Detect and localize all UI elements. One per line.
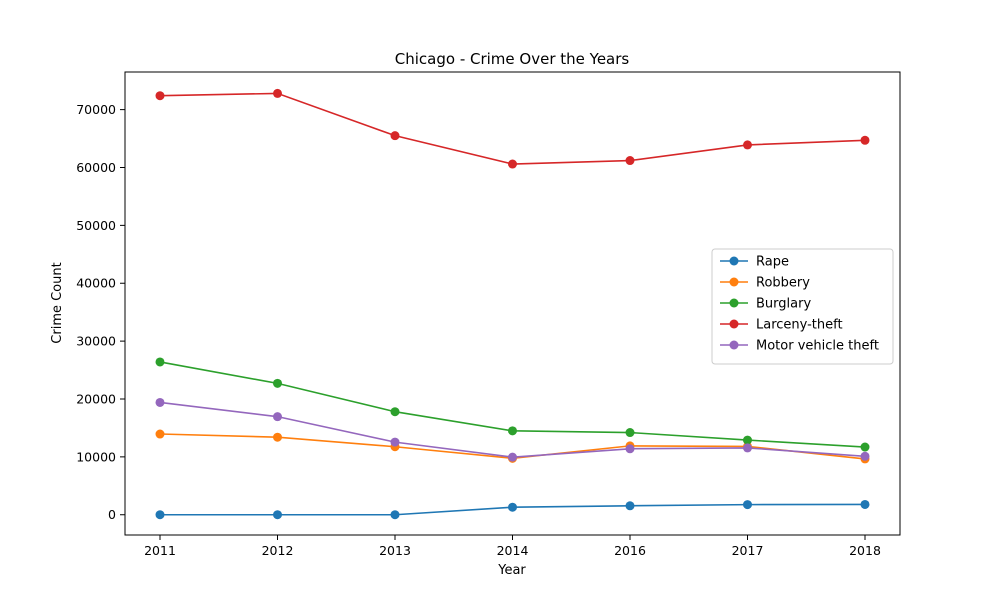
x-axis: 2011 2012 2013 2014 2016 2017 2018: [144, 535, 881, 558]
legend-item: Motor vehicle theft: [720, 339, 879, 354]
x-tick-label: 2013: [379, 543, 411, 558]
legend-box: [711, 248, 894, 365]
data-point: [860, 451, 870, 461]
x-axis-label: Year: [497, 563, 526, 578]
data-point: [508, 452, 517, 462]
legend-label: Burglary: [756, 297, 811, 312]
data-point: [743, 435, 752, 445]
data-point: [155, 357, 165, 367]
y-tick-label: 0: [108, 507, 116, 522]
series-motor-vehicle-theft: [155, 397, 870, 462]
data-point: [273, 378, 282, 388]
data-point: [155, 429, 165, 439]
legend-item: Robbery: [720, 276, 810, 291]
data-point: [273, 88, 282, 98]
data-point: [508, 502, 517, 512]
data-point: [625, 501, 635, 511]
data-point: [390, 510, 400, 520]
x-tick-label: 2017: [732, 543, 764, 558]
y-axis-label: Crime Count: [50, 262, 65, 343]
data-point: [860, 135, 870, 145]
legend-item: Burglary: [720, 297, 811, 312]
series-line: [159, 92, 866, 165]
y-tick-label: 30000: [76, 334, 116, 349]
y-tick-label: 20000: [76, 391, 116, 406]
y-tick-label: 40000: [76, 276, 116, 291]
data-point: [743, 500, 752, 510]
data-point: [155, 510, 165, 520]
y-axis: 0 10000 20000 30000 40000 50000 60000 70000: [76, 102, 125, 522]
legend-swatch-marker: [729, 277, 739, 287]
data-point: [860, 499, 870, 509]
legend-item: Rape: [720, 255, 789, 270]
legend-label: Larceny-theft: [756, 318, 843, 333]
data-point: [390, 131, 400, 141]
x-tick-label: 2016: [614, 543, 646, 558]
y-tick-label: 70000: [76, 102, 116, 117]
data-point: [273, 412, 282, 422]
data-point: [155, 91, 165, 101]
y-tick-label: 50000: [76, 218, 116, 233]
legend-swatch-marker: [729, 340, 739, 350]
legend-label: Robbery: [756, 276, 810, 291]
data-point: [743, 443, 752, 453]
x-tick-label: 2012: [262, 543, 294, 558]
data-point: [860, 442, 870, 452]
data-point: [508, 159, 517, 169]
legend: Rape Robbery Burglary Larceny-theft Motor ve…: [711, 248, 894, 365]
series-rape: [155, 499, 870, 520]
x-tick-label: 2014: [497, 543, 529, 558]
data-point: [508, 426, 517, 436]
legend-swatch-marker: [729, 256, 739, 266]
legend-swatch-marker: [729, 319, 739, 329]
data-point: [390, 437, 400, 447]
y-tick-label: 60000: [76, 160, 116, 175]
data-point: [390, 407, 400, 417]
plot-area: [155, 88, 870, 520]
data-point: [625, 156, 635, 166]
data-point: [625, 428, 635, 438]
data-point: [273, 432, 282, 442]
series-burglary: [155, 357, 870, 452]
x-tick-label: 2011: [144, 543, 176, 558]
legend-item: Larceny-theft: [720, 318, 843, 333]
legend-label: Motor vehicle theft: [756, 339, 879, 354]
data-point: [625, 444, 635, 454]
legend-swatch-marker: [729, 298, 739, 308]
data-point: [155, 397, 165, 407]
chart-title: Chicago - Crime Over the Years: [395, 50, 630, 68]
series-larceny-theft: [155, 88, 870, 169]
y-tick-label: 10000: [76, 449, 116, 464]
data-point: [273, 510, 282, 520]
data-point: [743, 140, 752, 150]
legend-label: Rape: [756, 255, 789, 270]
x-tick-label: 2018: [849, 543, 881, 558]
